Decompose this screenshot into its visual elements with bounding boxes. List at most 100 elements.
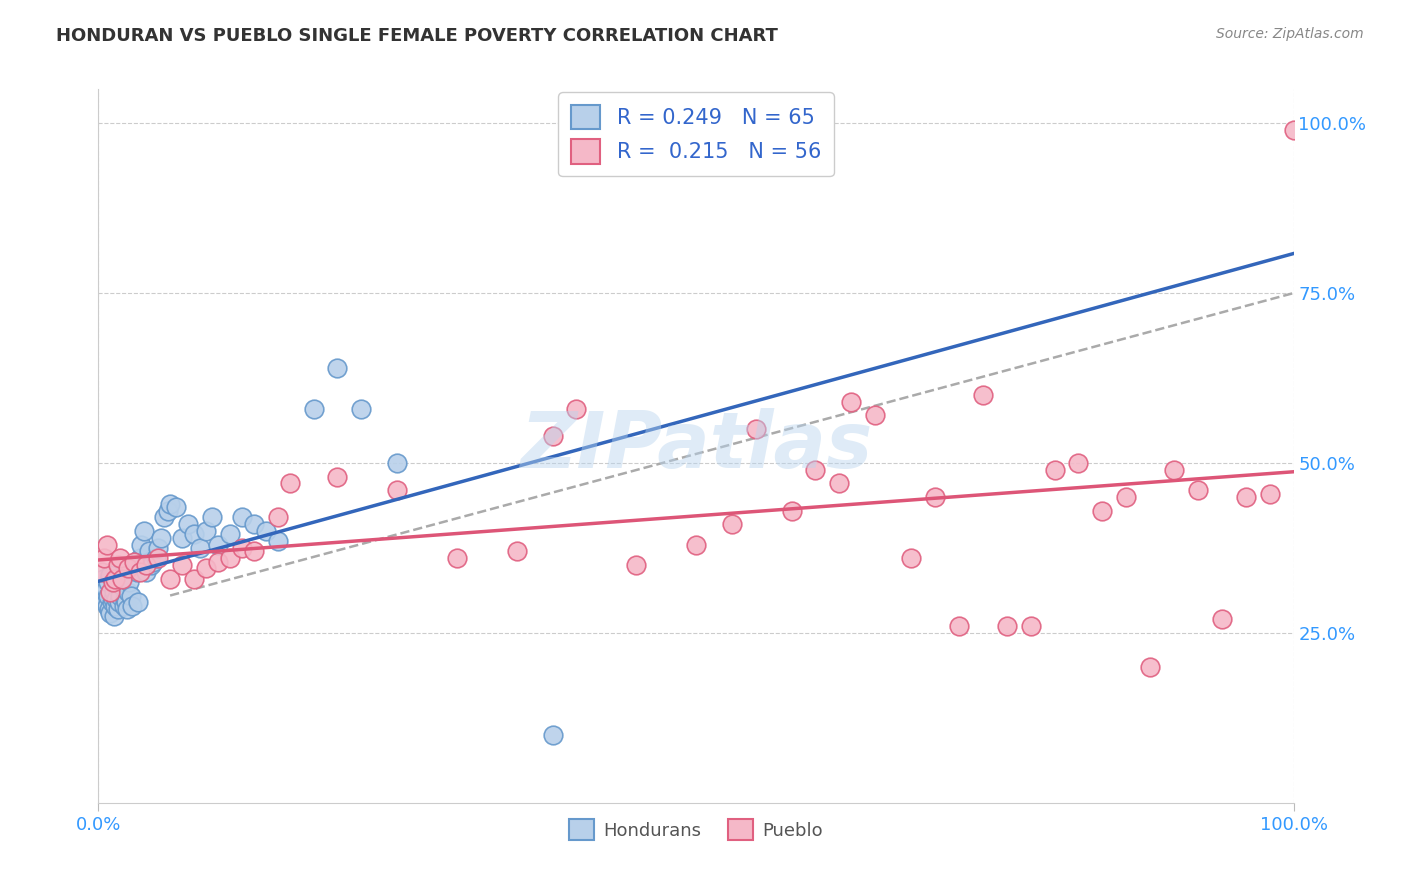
Point — [302, 401, 325, 416]
Point — [565, 401, 588, 416]
Point — [132, 524, 155, 538]
Legend: Hondurans, Pueblo: Hondurans, Pueblo — [561, 812, 831, 847]
Point — [90, 585, 112, 599]
Point — [1282, 123, 1305, 137]
Point — [124, 555, 146, 569]
Point — [1211, 612, 1233, 626]
Point — [745, 422, 768, 436]
Point — [1091, 503, 1114, 517]
Point — [924, 490, 946, 504]
Point — [97, 589, 120, 603]
Point — [1067, 456, 1090, 470]
Point — [201, 510, 224, 524]
Point — [1187, 483, 1209, 498]
Point — [172, 531, 194, 545]
Point — [326, 360, 349, 375]
Text: Source: ZipAtlas.com: Source: ZipAtlas.com — [1216, 27, 1364, 41]
Point — [127, 595, 149, 609]
Point — [94, 582, 117, 596]
Point — [103, 608, 125, 623]
Point — [948, 619, 970, 633]
Point — [124, 558, 146, 572]
Point — [506, 544, 529, 558]
Point — [135, 558, 157, 572]
Point — [117, 585, 139, 599]
Point — [219, 551, 242, 566]
Point — [326, 469, 349, 483]
Point — [972, 388, 994, 402]
Point — [91, 578, 114, 592]
Point — [104, 572, 127, 586]
Point — [865, 409, 887, 423]
Point — [231, 510, 253, 524]
Point — [91, 572, 114, 586]
Point — [98, 602, 121, 616]
Point — [129, 565, 152, 579]
Point — [841, 394, 863, 409]
Point — [172, 558, 194, 572]
Point — [183, 572, 205, 586]
Point — [114, 591, 136, 606]
Point — [1115, 490, 1137, 504]
Point — [97, 574, 120, 589]
Point — [107, 602, 129, 616]
Point — [165, 500, 187, 515]
Point — [101, 574, 124, 589]
Point — [145, 551, 167, 566]
Point — [107, 558, 129, 572]
Point — [541, 429, 564, 443]
Point — [804, 463, 827, 477]
Point — [1258, 486, 1281, 500]
Point — [103, 585, 125, 599]
Point — [780, 503, 803, 517]
Point — [231, 541, 253, 555]
Point — [108, 589, 131, 603]
Point — [98, 585, 122, 599]
Point — [96, 599, 118, 613]
Point — [91, 565, 114, 579]
Point — [159, 497, 181, 511]
Point — [115, 602, 138, 616]
Point — [96, 537, 118, 551]
Point — [105, 591, 128, 606]
Point — [148, 541, 170, 555]
Point — [1139, 660, 1161, 674]
Point — [93, 551, 115, 566]
Point — [159, 572, 181, 586]
Point — [98, 568, 122, 582]
Point — [115, 595, 138, 609]
Point — [94, 595, 117, 609]
Point — [995, 619, 1018, 633]
Point — [195, 561, 218, 575]
Point — [139, 558, 162, 572]
Point — [121, 599, 143, 613]
Point — [110, 578, 132, 592]
Point — [111, 572, 134, 586]
Point — [131, 537, 153, 551]
Point — [112, 599, 135, 613]
Point — [685, 537, 707, 551]
Point — [626, 558, 648, 572]
Point — [1163, 463, 1185, 477]
Point — [111, 572, 134, 586]
Point — [117, 561, 139, 575]
Point — [1019, 619, 1042, 633]
Point — [156, 503, 179, 517]
Point — [1043, 463, 1066, 477]
Text: HONDURAN VS PUEBLO SINGLE FEMALE POVERTY CORRELATION CHART: HONDURAN VS PUEBLO SINGLE FEMALE POVERTY… — [56, 27, 778, 45]
Point — [177, 517, 200, 532]
Point — [207, 555, 229, 569]
Point — [129, 551, 152, 566]
Point — [219, 527, 242, 541]
Point — [254, 524, 277, 538]
Point — [148, 551, 170, 566]
Point — [138, 544, 160, 558]
Point — [120, 589, 142, 603]
Point — [267, 534, 290, 549]
Point — [828, 476, 851, 491]
Point — [900, 551, 922, 566]
Point — [243, 544, 266, 558]
Point — [541, 728, 564, 742]
Point — [101, 591, 124, 606]
Point — [207, 537, 229, 551]
